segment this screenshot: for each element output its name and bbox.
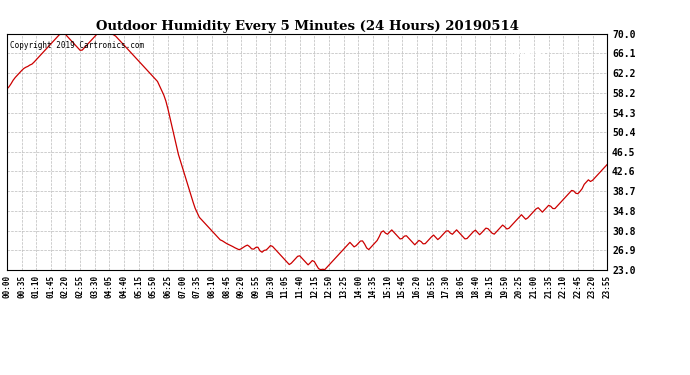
- Text: Copyright 2019 Cartronics.com: Copyright 2019 Cartronics.com: [10, 41, 144, 50]
- Title: Outdoor Humidity Every 5 Minutes (24 Hours) 20190514: Outdoor Humidity Every 5 Minutes (24 Hou…: [95, 20, 519, 33]
